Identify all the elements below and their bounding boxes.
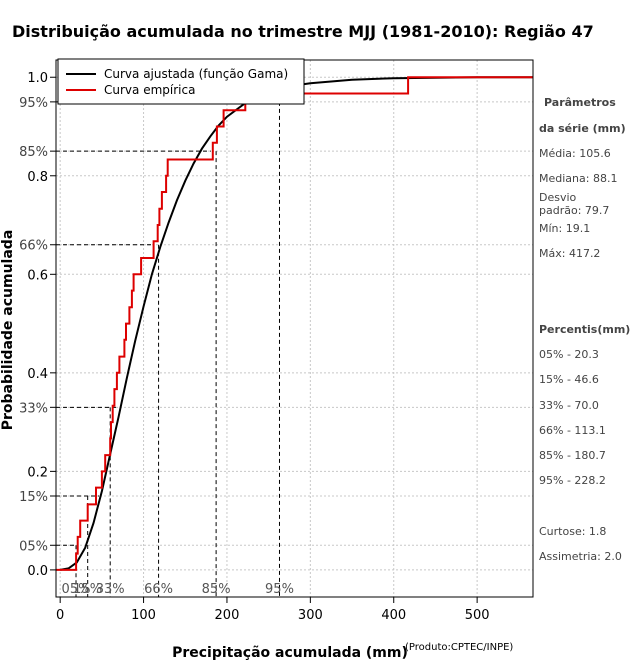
series-empirical xyxy=(56,76,533,571)
legend-label-fitted: Curva ajustada (função Gama) xyxy=(104,67,288,81)
credit-label: (Produto:CPTEC/INPE) xyxy=(405,642,513,653)
x-axis-label: Precipitação acumulada (mm) xyxy=(172,645,408,660)
stat-media: Média: 105.6 xyxy=(539,147,611,160)
stat-curtose: Curtose: 1.8 xyxy=(539,525,606,538)
y-tick-label: 0.0 xyxy=(27,564,48,579)
x-tick-label: 400 xyxy=(381,608,406,623)
percentile-05: 05% - 20.3 xyxy=(539,348,599,361)
bottom-percent-label: 33% xyxy=(96,582,125,597)
legend: Curva ajustada (função Gama) Curva empír… xyxy=(57,58,305,105)
chart-title: Distribuição acumulada no trimestre MJJ … xyxy=(12,22,594,41)
y-tick-label: 0.6 xyxy=(27,268,48,283)
percentile-66: 66% - 113.1 xyxy=(539,424,606,437)
x-tick-label: 0 xyxy=(56,608,64,623)
legend-box xyxy=(57,58,305,105)
bottom-percent-label: 85% xyxy=(202,582,231,597)
x-axis-ticks: 0 100 200 300 400 500 xyxy=(56,597,490,623)
side-panel: Parâmetros da série (mm) Média: 105.6 Me… xyxy=(539,96,630,563)
x-tick-label: 500 xyxy=(465,608,490,623)
grid xyxy=(56,60,533,597)
series-layer xyxy=(56,76,533,571)
y-tick-label: 0.4 xyxy=(27,367,48,382)
percentile-33: 33% - 70.0 xyxy=(539,399,599,412)
stat-desvio-1: Desvio xyxy=(539,191,577,204)
series-fitted xyxy=(60,76,533,571)
y-tick-label: 05% xyxy=(19,539,48,554)
bottom-percent-label: 95% xyxy=(265,582,294,597)
x-tick-label: 300 xyxy=(298,608,323,623)
x-tick-label: 200 xyxy=(215,608,240,623)
y-axis-ticks: 0.0 0.2 0.4 0.6 0.8 1.0 05% 15% 33% 66% 85% 95% xyxy=(19,71,56,579)
stat-max: Máx: 417.2 xyxy=(539,247,600,260)
y-axis-label: Probabilidade acumulada xyxy=(0,230,16,431)
percentis-heading: Percentis(mm) xyxy=(539,323,630,336)
stat-min: Mín: 19.1 xyxy=(539,222,590,235)
bottom-percent-label: 05% xyxy=(62,582,91,597)
y-tick-label: 95% xyxy=(19,96,48,111)
y-tick-label: 15% xyxy=(19,490,48,505)
legend-label-empirical: Curva empírica xyxy=(104,83,195,97)
y-tick-label: 0.2 xyxy=(27,465,48,480)
stat-mediana: Mediana: 88.1 xyxy=(539,172,617,185)
params-heading-1: Parâmetros xyxy=(544,96,616,109)
stat-assimetria: Assimetria: 2.0 xyxy=(539,550,622,563)
x-tick-label: 100 xyxy=(131,608,156,623)
stat-desvio-2: padrão: 79.7 xyxy=(539,204,609,217)
y-tick-label: 1.0 xyxy=(27,71,48,86)
plot-frame xyxy=(55,59,534,598)
percentile-95: 95% - 228.2 xyxy=(539,474,606,487)
percentile-15: 15% - 46.6 xyxy=(539,373,599,386)
bottom-percent-label: 66% xyxy=(144,582,173,597)
percentile-85: 85% - 180.7 xyxy=(539,449,606,462)
y-tick-label: 33% xyxy=(19,401,48,416)
y-tick-label: 0.8 xyxy=(27,170,48,185)
params-heading-2: da série (mm) xyxy=(539,122,626,135)
y-tick-label: 85% xyxy=(19,145,48,160)
bottom-percent-labels: 05%15%33% 66% 85% 95% xyxy=(62,582,294,597)
y-tick-label: 66% xyxy=(19,239,48,254)
bottom-percent-label: 15% xyxy=(73,582,102,597)
